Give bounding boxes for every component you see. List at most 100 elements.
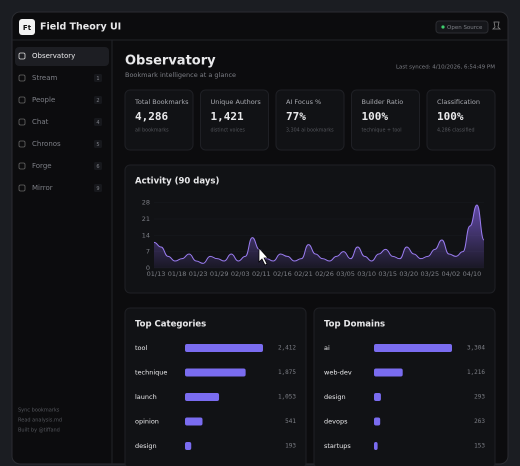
bar	[374, 344, 452, 352]
row-value: 153	[474, 443, 485, 450]
stat-note: distinct voices	[211, 128, 246, 134]
x-tick-label: 02/21	[294, 270, 313, 278]
stat-value: 1,421	[211, 110, 244, 123]
nav-key: 1	[96, 76, 99, 82]
x-tick-label: 02/26	[315, 270, 334, 278]
nav-icon	[18, 162, 26, 170]
row-value: 1,216	[467, 369, 485, 376]
nav-key-bg	[94, 74, 102, 82]
pin-icon[interactable]	[492, 21, 501, 30]
nav-key: 2	[96, 98, 99, 104]
nav-label[interactable]: Forge	[32, 162, 52, 170]
bar	[185, 368, 246, 377]
stat-value: 100%	[437, 110, 464, 123]
active-item-bg	[15, 47, 109, 66]
badge-label: Open Source	[447, 25, 483, 31]
nav-icon	[18, 96, 26, 104]
row-label: opinion	[135, 418, 159, 426]
row-value: 2,412	[278, 345, 296, 352]
nav-label[interactable]: People	[32, 96, 55, 104]
stat-label: Classification	[437, 98, 480, 106]
row-label: tool	[135, 344, 148, 352]
row-value: 193	[285, 443, 296, 450]
nav-label[interactable]: Observatory	[32, 52, 75, 60]
nav-key: 9	[96, 186, 99, 192]
row-label: design	[135, 442, 157, 450]
nav-key-bg	[94, 140, 102, 148]
categories-title: Top Categories	[135, 320, 206, 330]
nav-label[interactable]: Chronos	[32, 140, 61, 148]
row-value: 1,053	[278, 394, 296, 401]
x-tick-label: 02/16	[273, 270, 292, 278]
row-label: devops	[324, 418, 348, 426]
row-value: 541	[285, 418, 296, 425]
stat-label: AI Focus %	[286, 98, 321, 106]
domains-title: Top Domains	[324, 320, 385, 330]
row-label: web-dev	[324, 369, 352, 377]
nav-key-bg	[94, 96, 102, 104]
nav-key-bg	[94, 118, 102, 126]
bar	[185, 393, 220, 401]
sidebar-footer: Built by @tiffand	[18, 428, 60, 434]
badge-dot	[441, 25, 445, 29]
stat-card	[124, 89, 194, 151]
row-value: 293	[474, 394, 485, 401]
x-tick-label: 02/11	[252, 270, 271, 278]
bar	[185, 417, 203, 426]
cursor	[258, 247, 269, 266]
nav-key-bg	[94, 162, 102, 170]
activity-area	[154, 205, 484, 268]
x-tick-label: 03/25	[420, 270, 439, 278]
y-tick-label: 14	[142, 231, 150, 239]
row-label: startups	[324, 442, 351, 450]
y-tick-label: 0	[146, 264, 150, 272]
nav-icon	[18, 52, 26, 60]
brand-logo	[19, 19, 35, 35]
nav-key-bg	[94, 184, 102, 192]
stat-note: technique + tool	[362, 128, 402, 134]
stat-value: 100%	[362, 110, 389, 123]
sidebar-footer[interactable]: Read analysis.md	[18, 418, 62, 424]
nav-key: 6	[96, 164, 99, 170]
stat-card	[351, 89, 420, 151]
stat-card	[426, 89, 496, 151]
y-tick-label: 28	[142, 199, 150, 207]
app-title: Field Theory UI	[40, 22, 121, 33]
nav-label[interactable]: Mirror	[32, 184, 53, 192]
stat-card	[275, 89, 345, 151]
stat-value: 77%	[286, 110, 306, 123]
x-tick-label: 02/03	[231, 270, 250, 278]
nav-label[interactable]: Chat	[32, 118, 49, 126]
nav-icon	[18, 184, 26, 192]
nav-key: 5	[96, 142, 99, 148]
page-title: Observatory	[125, 54, 216, 69]
sidebar-footer[interactable]: Sync bookmarks	[18, 408, 60, 414]
stat-value: 4,286	[135, 110, 168, 123]
bar	[185, 344, 263, 352]
nav-key: 4	[96, 120, 99, 126]
x-tick-label: 03/20	[399, 270, 418, 278]
x-tick-label: 01/23	[189, 270, 208, 278]
y-tick-label: 21	[142, 215, 150, 223]
x-tick-label: 03/10	[357, 270, 376, 278]
bar	[374, 393, 381, 401]
bar	[374, 442, 378, 450]
last-synced: Last synced: 4/10/2026, 6:54:49 PM	[396, 65, 495, 71]
x-tick-label: 01/18	[168, 270, 187, 278]
nav-icon	[18, 74, 26, 82]
x-tick-label: 04/02	[442, 270, 461, 278]
bar	[374, 368, 403, 377]
activity-line	[153, 204, 485, 264]
x-tick-label: 01/29	[210, 270, 229, 278]
x-tick-label: 03/05	[336, 270, 355, 278]
row-value: 263	[474, 418, 485, 425]
nav-label[interactable]: Stream	[32, 74, 58, 82]
stat-note: 3,304 ai bookmarks	[286, 128, 334, 134]
stat-label: Unique Authors	[211, 98, 262, 106]
row-label: design	[324, 393, 346, 401]
stat-card	[200, 89, 269, 151]
stat-label: Builder Ratio	[362, 98, 404, 106]
x-tick-label: 01/13	[147, 270, 166, 278]
badge[interactable]	[435, 20, 489, 34]
